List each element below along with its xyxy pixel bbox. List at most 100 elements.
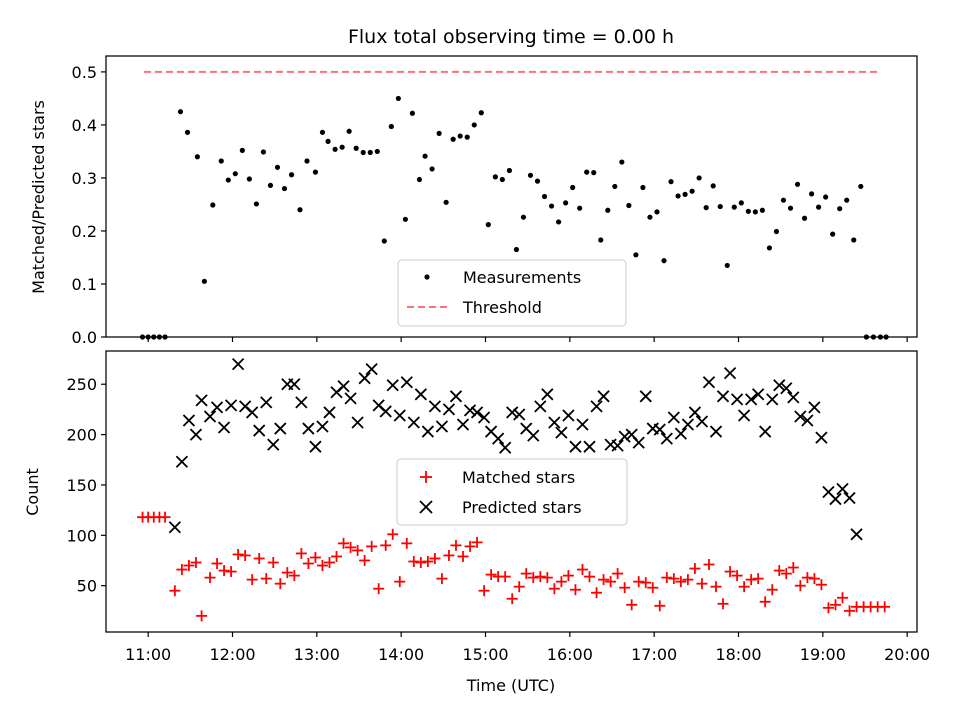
measurement-point	[830, 231, 836, 237]
measurement-point	[478, 110, 484, 116]
x-tick-label: 18:00	[715, 645, 761, 664]
matched-star-point	[534, 571, 546, 583]
measurement-point	[184, 129, 191, 135]
x-axis-label: Time (UTC)	[466, 676, 555, 695]
matched-star-point	[331, 550, 343, 562]
predicted-star-point	[527, 429, 540, 442]
matched-star-point	[591, 587, 603, 599]
x-tick-label: 19:00	[800, 645, 846, 664]
matched-star-point	[527, 572, 539, 584]
matched-star-point	[499, 571, 511, 583]
predicted-star-point	[836, 482, 849, 496]
measurement-point	[513, 246, 520, 253]
predicted-star-point	[309, 440, 322, 453]
predicted-star-point	[442, 403, 456, 416]
measurement-point	[457, 133, 463, 139]
measurement-point	[724, 262, 730, 269]
predicted-star-point	[681, 418, 695, 431]
measurement-point	[312, 169, 319, 175]
predicted-star-point	[379, 405, 392, 418]
measurement-point	[808, 191, 815, 197]
matched-star-point	[218, 565, 230, 577]
matched-star-point	[815, 579, 827, 591]
predicted-star-point	[189, 428, 203, 441]
matched-star-point	[801, 572, 813, 584]
matched-star-point	[159, 511, 171, 523]
predicted-star-point	[808, 401, 821, 414]
predicted-star-point	[688, 406, 702, 419]
matched-star-point	[710, 581, 722, 593]
matched-star-point	[808, 573, 820, 585]
matched-star-point	[696, 578, 708, 590]
predicted-star-point	[695, 415, 709, 428]
measurement-point	[374, 148, 380, 155]
measurement-point	[675, 193, 681, 199]
predicted-star-point	[513, 408, 526, 421]
predicted-star-point	[407, 416, 420, 429]
matched-star-point	[176, 564, 188, 576]
matched-star-point	[394, 576, 406, 588]
measurement-point	[710, 183, 716, 189]
count-marks	[137, 357, 891, 622]
measurement-point	[640, 184, 646, 191]
matched-star-point	[295, 547, 307, 559]
matched-legend-label: Matched stars	[462, 468, 575, 487]
ratio-legend-box	[397, 259, 627, 327]
predicted-star-point	[534, 400, 547, 413]
count-y-tick-label: 200	[66, 426, 97, 445]
matched-star-point	[773, 565, 785, 577]
matched-star-point	[309, 551, 321, 563]
matched-star-point	[478, 585, 490, 597]
predicted-star-point	[470, 406, 484, 419]
measurement-point	[436, 130, 442, 137]
predicted-star-point	[358, 372, 371, 385]
predicted-star-point	[780, 382, 793, 395]
predicted-star-point	[843, 491, 856, 505]
matched-star-point	[879, 601, 891, 613]
matched-star-point	[345, 541, 357, 553]
matched-legend-marker	[420, 471, 432, 483]
measurement-point	[416, 176, 423, 183]
measurement-point	[689, 188, 695, 194]
measurement-point	[598, 237, 604, 243]
matched-star-point	[675, 576, 687, 588]
matched-star-point	[661, 572, 673, 584]
measurement-point	[816, 204, 822, 210]
predicted-star-point	[400, 376, 413, 389]
predicted-star-point	[435, 420, 449, 433]
measurement-point	[626, 202, 632, 209]
measurement-point	[633, 252, 639, 258]
measurement-point	[429, 166, 435, 172]
measurement-point	[612, 183, 618, 190]
ratio-y-axis-label: Matched/Predicted stars	[29, 100, 48, 294]
predicted-star-point	[752, 388, 765, 401]
matched-star-point	[436, 573, 448, 585]
matched-star-point	[316, 560, 328, 572]
measurement-point	[332, 146, 338, 152]
ratio-x-ticks	[147, 337, 908, 342]
measurement-point	[367, 149, 373, 156]
matched-star-point	[689, 563, 701, 575]
measurement-point	[346, 128, 352, 134]
predicted-star-point	[302, 422, 315, 435]
x-tick-label: 17:00	[631, 645, 677, 664]
predicted-star-point	[323, 406, 336, 419]
measurement-point	[696, 175, 702, 181]
predicted-star-point	[421, 425, 435, 438]
predicted-star-point	[224, 399, 238, 412]
measurement-point	[450, 136, 456, 142]
measurement-point	[555, 219, 562, 225]
measurement-point	[239, 147, 245, 153]
measurement-point	[654, 209, 660, 215]
predicted-star-point	[773, 379, 786, 392]
predicted-star-point	[611, 439, 624, 452]
predicted-star-point	[337, 380, 350, 393]
predicted-star-point	[632, 436, 645, 449]
count-y-tick-label: 50	[77, 577, 97, 596]
measurement-point	[506, 167, 512, 174]
matched-star-point	[576, 564, 588, 576]
matched-star-point	[302, 558, 314, 570]
measurement-point	[246, 176, 252, 182]
matched-star-point	[738, 581, 750, 593]
matched-star-point	[731, 570, 743, 582]
